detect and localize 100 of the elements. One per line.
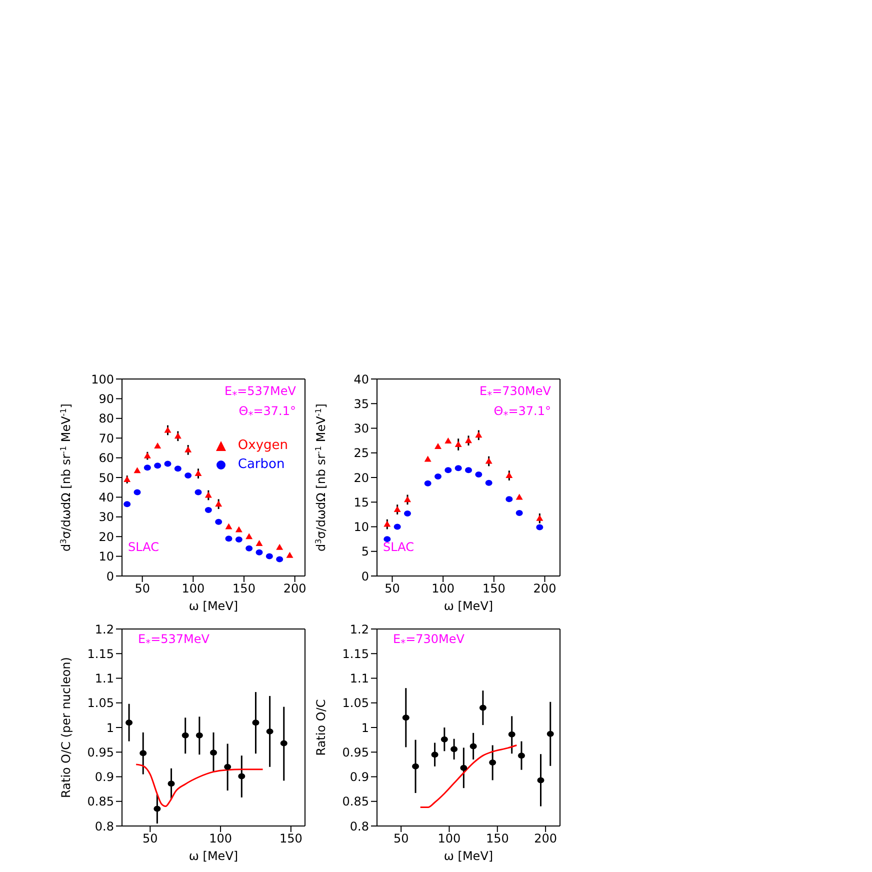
point: [460, 764, 468, 771]
point: [154, 462, 162, 469]
point: [124, 476, 131, 482]
y-tick-label: 1.05: [342, 696, 369, 710]
point: [210, 750, 217, 756]
y-tick-label: 20: [98, 530, 114, 544]
point: [215, 518, 222, 525]
point: [144, 452, 151, 458]
point: [546, 730, 554, 737]
point: [256, 549, 263, 556]
y-tick-label: 0.9: [94, 770, 114, 784]
point: [184, 472, 192, 479]
point: [286, 552, 294, 558]
point: [470, 743, 477, 750]
line-series: [420, 744, 518, 808]
point: [465, 467, 472, 474]
point: [412, 763, 420, 770]
point: [485, 480, 492, 486]
point: [440, 736, 448, 742]
y-tick-label: 0.8: [350, 819, 369, 834]
x-axis-title: ω [MeV]: [444, 599, 494, 613]
legend-label: Oxygen: [238, 438, 288, 453]
annotation: E$_{*}$=537MeV: [224, 384, 296, 402]
point: [235, 536, 242, 543]
point: [174, 466, 182, 472]
y-tick-label: 80: [98, 412, 114, 426]
point: [444, 438, 452, 444]
y-tick-label: 1.15: [342, 646, 369, 661]
y-tick-label: 0.95: [342, 745, 369, 760]
point: [384, 536, 391, 542]
point: [238, 773, 246, 780]
x-tick-label: 100: [182, 582, 205, 596]
y-tick-label: 0.8: [94, 819, 114, 834]
annotation: SLAC: [128, 540, 159, 554]
y-tick-label: 1.2: [94, 622, 114, 636]
x-tick-label: 150: [279, 832, 302, 846]
point: [516, 510, 523, 516]
y-tick-label: 0.85: [342, 794, 369, 809]
point: [424, 456, 432, 462]
point: [465, 437, 472, 444]
point: [246, 533, 253, 540]
point: [506, 496, 513, 502]
y-tick-label: 10: [354, 520, 369, 534]
x-tick-label: 200: [533, 582, 556, 596]
annotation: E$_{*}$=730MeV: [393, 632, 464, 650]
x-tick-label: 200: [534, 832, 558, 846]
y-tick-label: 1.1: [350, 672, 369, 686]
point: [404, 510, 411, 516]
point: [450, 746, 458, 752]
point: [182, 732, 189, 738]
y-tick-label: 1.15: [87, 646, 114, 661]
y-tick-label: 1: [361, 720, 369, 735]
point: [276, 544, 284, 550]
y-tick-label: 15: [354, 495, 369, 510]
point: [431, 752, 438, 758]
point: [404, 496, 411, 502]
point: [194, 489, 202, 496]
y-tick-label: 20: [354, 470, 369, 485]
y-tick-label: 60: [98, 451, 114, 466]
x-axis-title: ω [MeV]: [188, 849, 238, 863]
y-tick-label: 70: [98, 431, 114, 446]
y-tick-label: 10: [98, 550, 114, 564]
point: [168, 780, 175, 787]
y-tick-label: 40: [98, 490, 114, 504]
point: [134, 489, 141, 496]
point: [154, 442, 162, 448]
x-tick-label: 100: [209, 832, 232, 846]
x-axis-title: ω [MeV]: [444, 849, 494, 863]
y-axis-title: Ratio O/C: [314, 699, 328, 756]
point: [489, 759, 496, 766]
point: [266, 553, 273, 560]
point: [246, 545, 253, 552]
x-tick-label: 100: [438, 832, 461, 846]
point: [140, 750, 147, 756]
y-tick-label: 1: [106, 720, 114, 735]
point: [444, 467, 452, 474]
x-tick-label: 100: [432, 582, 455, 596]
y-tick-label: 25: [354, 446, 369, 460]
x-axis-title: ω [MeV]: [188, 599, 238, 613]
point: [235, 526, 242, 532]
point: [184, 446, 192, 452]
point: [506, 472, 513, 478]
x-tick-label: 150: [232, 582, 256, 596]
point: [134, 467, 141, 474]
annotation: SLAC: [383, 540, 414, 554]
point: [454, 441, 462, 448]
point: [164, 426, 172, 433]
y-tick-label: 1.05: [87, 696, 114, 710]
point: [124, 501, 131, 508]
line-series: [135, 764, 264, 808]
point: [144, 464, 151, 471]
point: [536, 514, 544, 521]
y-tick-label: 30: [354, 422, 369, 436]
y-axis-title: Ratio O/C (per nucleon): [59, 657, 73, 798]
y-tick-label: 0.85: [87, 794, 114, 809]
point: [204, 507, 212, 514]
y-tick-label: 0: [361, 569, 369, 584]
y-tick-label: 35: [354, 396, 369, 411]
x-tick-label: 150: [486, 832, 509, 846]
y-tick-label: 90: [98, 392, 114, 406]
